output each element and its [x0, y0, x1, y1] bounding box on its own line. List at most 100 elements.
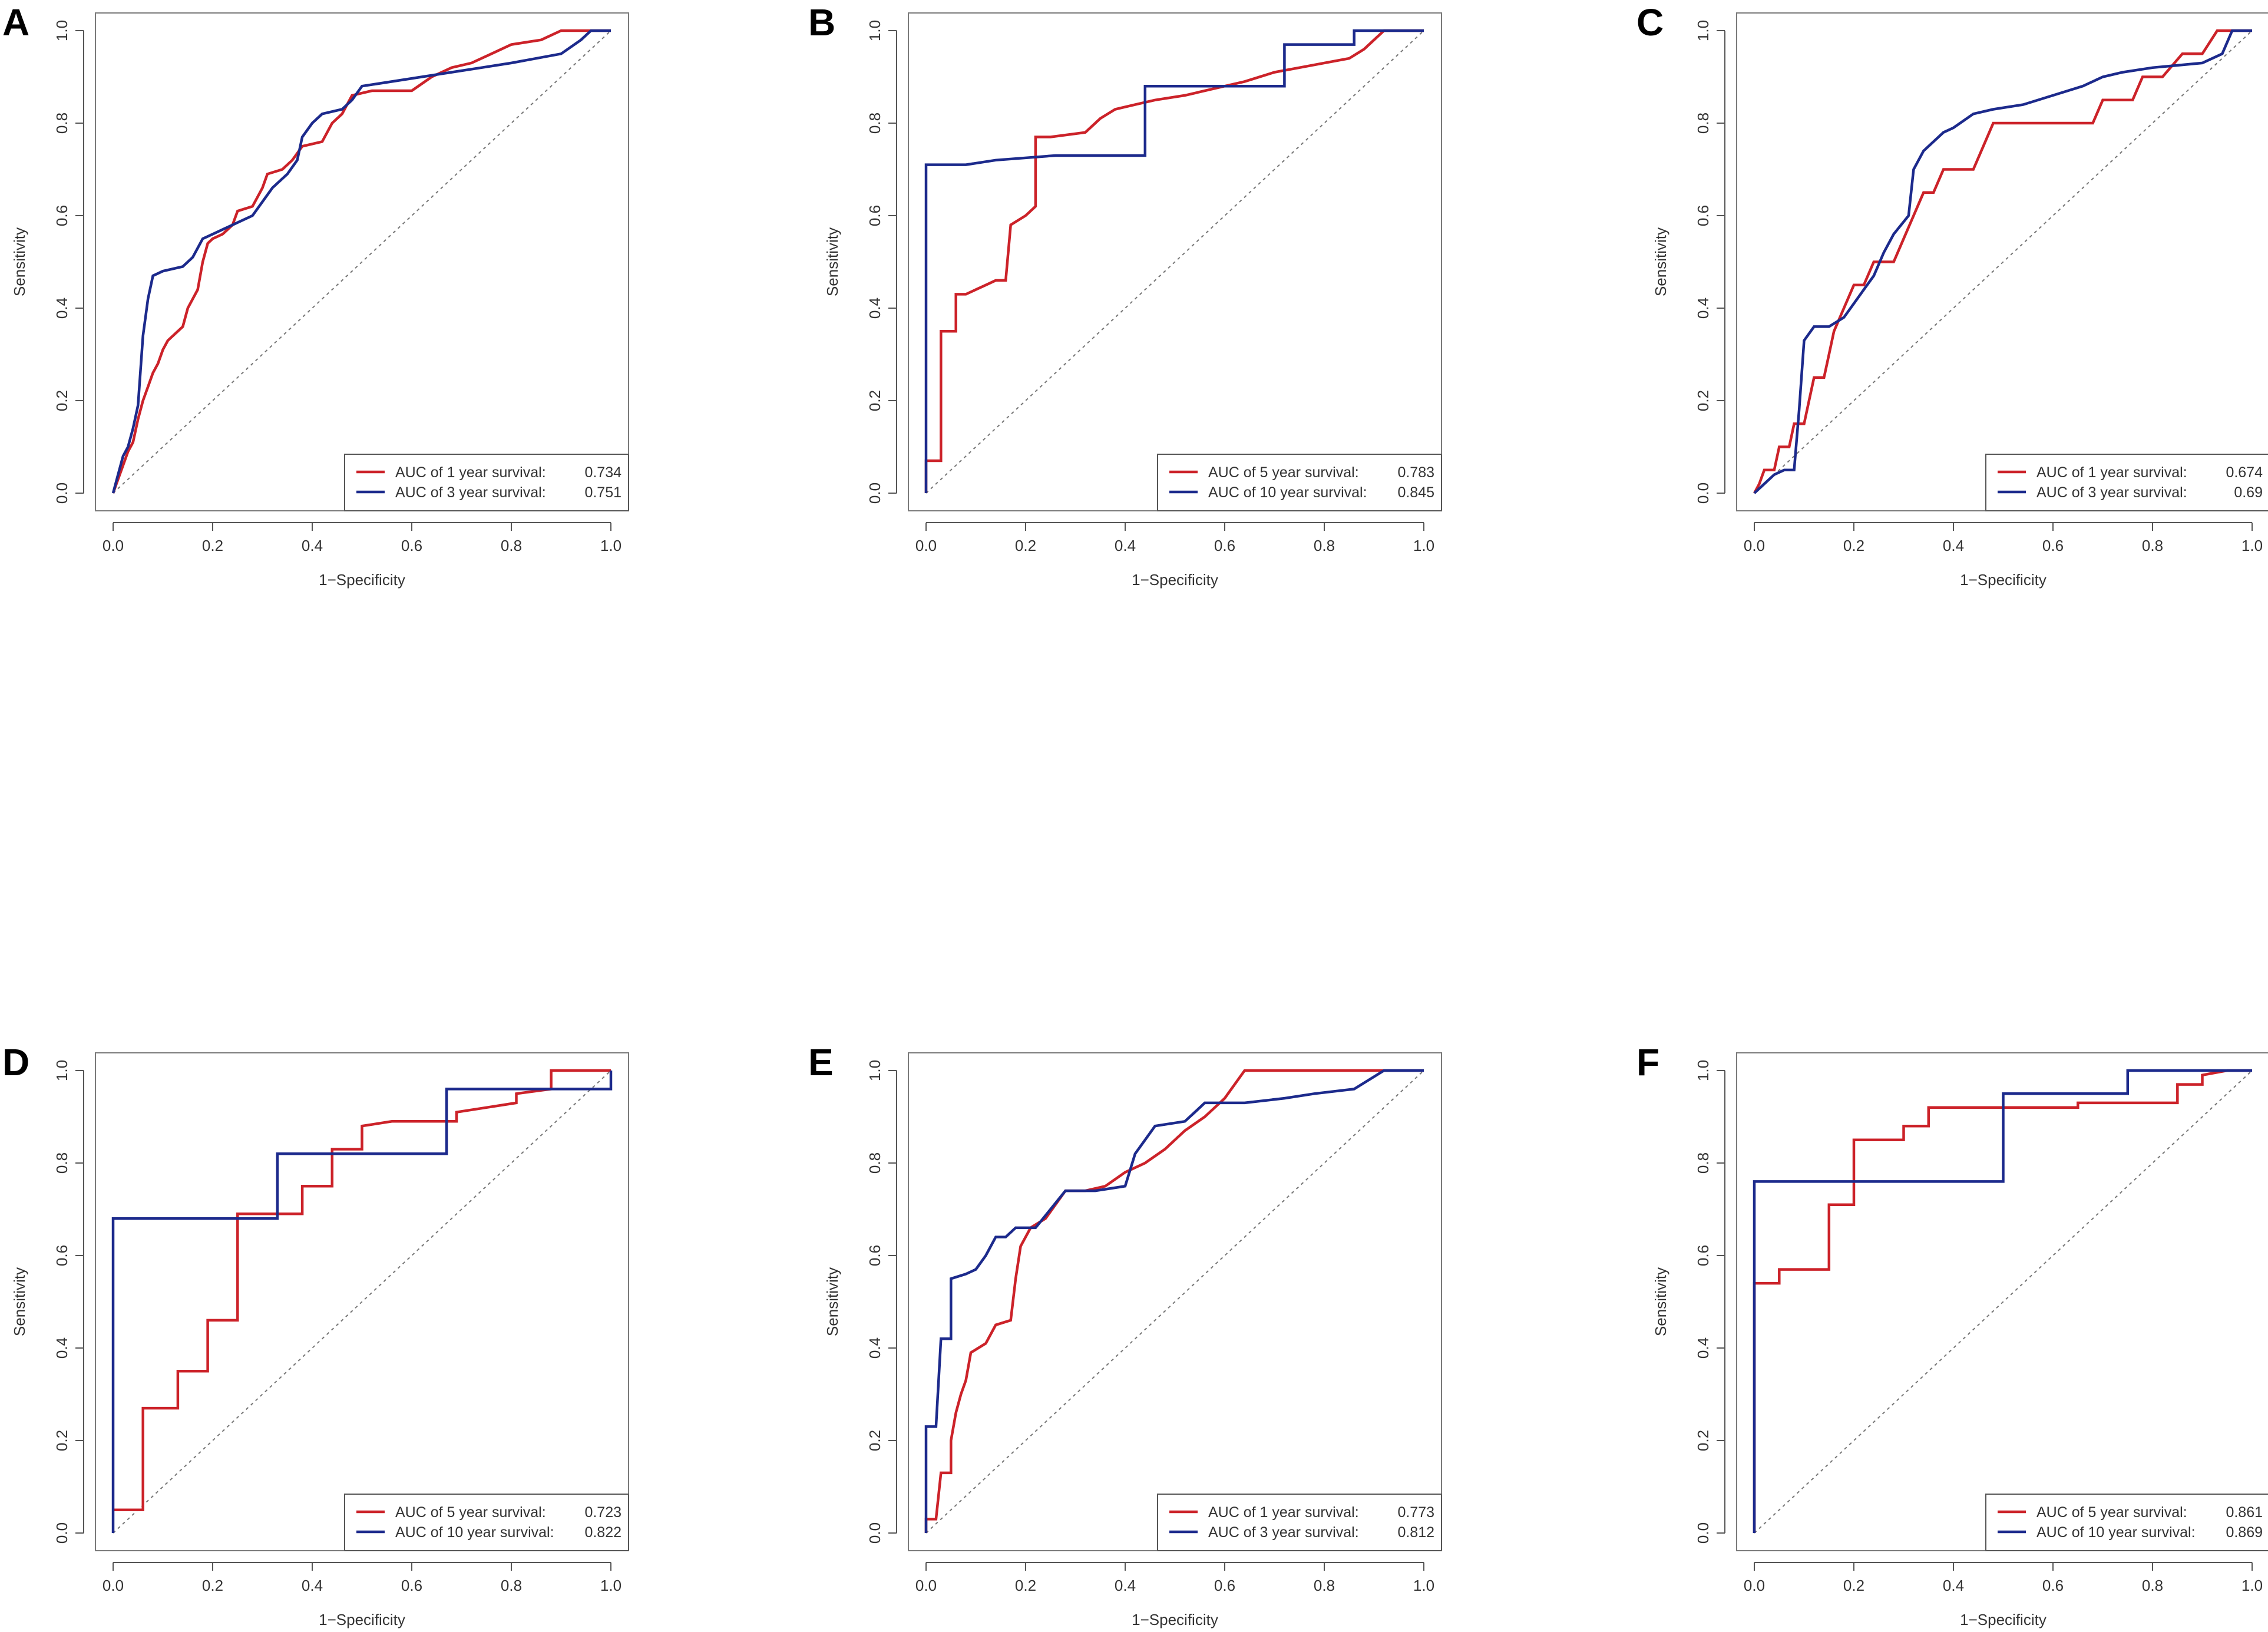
roc-curve-blue: [1753, 29, 2252, 494]
y-tick-label: 0.8: [866, 113, 884, 134]
reference-diagonal: [1754, 30, 2253, 494]
y-tick-label: 0.0: [1694, 483, 1712, 504]
legend-box: [1157, 1494, 1442, 1551]
x-tick-label: 0.4: [302, 1577, 323, 1594]
x-axis-label: 1−Specificity: [1132, 571, 1218, 589]
y-tick-label: 0.4: [53, 298, 71, 319]
y-tick-label: 0.4: [1694, 298, 1712, 319]
roc-curve-red: [111, 29, 611, 494]
legend-label: AUC of 1 year survival:: [395, 464, 546, 481]
y-tick-label: 0.0: [53, 483, 71, 504]
x-tick-label: 0.2: [1015, 1577, 1036, 1594]
x-tick-label: 1.0: [600, 537, 621, 554]
x-axis-label: 1−Specificity: [1960, 571, 2047, 589]
legend-label: AUC of 1 year survival:: [2036, 464, 2187, 481]
x-tick-label: 0.4: [1943, 537, 1964, 554]
reference-diagonal: [1754, 1070, 2253, 1534]
legend-auc-value: 0.861: [2226, 1504, 2263, 1521]
x-tick-label: 0.0: [915, 537, 937, 554]
legend-label: AUC of 10 year survival:: [2036, 1524, 2196, 1541]
reference-diagonal: [113, 1070, 611, 1534]
y-tick-label: 0.8: [1694, 1152, 1712, 1174]
x-tick-label: 0.2: [202, 537, 223, 554]
roc-panel-d: D 0.0 0.0 0.2 0.2 0.4 0.4 0.6 0.6 0.8 0.8 1.0 1.0 1−S…: [2, 1041, 629, 1628]
y-tick-label: 0.6: [53, 1245, 71, 1266]
y-tick-label: 1.0: [1694, 20, 1712, 41]
y-tick-label: 0.2: [866, 1430, 884, 1451]
y-tick-label: 0.4: [1694, 1337, 1712, 1359]
roc-curve-blue: [924, 1069, 1424, 1533]
roc-curve-red: [1753, 29, 2252, 494]
y-tick-label: 0.4: [866, 1337, 884, 1359]
panel-letter: E: [808, 1041, 834, 1083]
roc-panel-a: A 0.0 0.0 0.2 0.2 0.4 0.4 0.6 0.6 0.8 0.8 1.0 1.0 1−S…: [2, 1, 629, 589]
x-tick-label: 0.0: [1744, 1577, 1765, 1594]
x-axis-label: 1−Specificity: [1960, 1611, 2047, 1628]
x-tick-label: 0.4: [1115, 537, 1136, 554]
y-tick-label: 0.6: [866, 205, 884, 226]
legend-label: AUC of 3 year survival:: [2036, 484, 2187, 501]
x-axis-label: 1−Specificity: [319, 1611, 405, 1628]
roc-curve-red: [924, 29, 1424, 493]
y-tick-label: 0.0: [866, 1522, 884, 1544]
legend-label: AUC of 10 year survival:: [1208, 484, 1367, 501]
y-tick-label: 0.6: [1694, 205, 1712, 226]
roc-curve-red: [924, 1069, 1424, 1533]
roc-curve-blue: [111, 1071, 613, 1533]
x-tick-label: 0.2: [202, 1577, 223, 1594]
y-axis-label: Sensitivity: [1652, 1267, 1669, 1336]
roc-curve-blue: [1753, 1069, 2252, 1533]
roc-curve-blue: [924, 29, 1424, 493]
y-tick-label: 1.0: [1694, 1060, 1712, 1081]
reference-diagonal: [925, 1070, 1424, 1534]
y-tick-label: 0.6: [1694, 1245, 1712, 1266]
legend-label: AUC of 1 year survival:: [1208, 1504, 1359, 1521]
legend-label: AUC of 10 year survival:: [395, 1524, 554, 1541]
y-tick-label: 0.2: [1694, 390, 1712, 411]
y-tick-label: 0.4: [866, 298, 884, 319]
x-tick-label: 0.8: [501, 537, 522, 554]
x-tick-label: 0.6: [1214, 537, 1235, 554]
roc-panel-b: B 0.0 0.0 0.2 0.2 0.4 0.4 0.6 0.6 0.8 0.8 1.0 1.0 1−S…: [808, 1, 1442, 589]
reference-diagonal: [113, 30, 611, 494]
legend-auc-value: 0.783: [1397, 464, 1434, 481]
panel-letter: A: [2, 1, 29, 44]
x-tick-label: 0.4: [1115, 1577, 1136, 1594]
x-tick-label: 0.2: [1843, 1577, 1864, 1594]
y-tick-label: 1.0: [866, 1060, 884, 1081]
roc-panel-c: C 0.0 0.0 0.2 0.2 0.4 0.4 0.6 0.6 0.8 0.8 1.0 1.0 1−S…: [1636, 1, 2268, 589]
x-tick-label: 0.6: [2042, 537, 2064, 554]
y-tick-label: 1.0: [53, 20, 71, 41]
panel-letter: F: [1636, 1041, 1659, 1083]
legend-box: [1985, 454, 2268, 511]
x-tick-label: 0.8: [1314, 1577, 1335, 1594]
y-axis-label: Sensitivity: [824, 1267, 841, 1336]
y-tick-label: 0.2: [53, 390, 71, 411]
y-tick-label: 0.4: [53, 1337, 71, 1359]
panel-letter: C: [1636, 1, 1664, 44]
legend-auc-value: 0.723: [584, 1504, 621, 1521]
legend-auc-value: 0.822: [584, 1524, 621, 1541]
x-tick-label: 0.0: [1744, 537, 1765, 554]
legend-auc-value: 0.869: [2226, 1524, 2263, 1541]
legend-label: AUC of 3 year survival:: [1208, 1524, 1359, 1541]
x-tick-label: 1.0: [2241, 1577, 2263, 1594]
roc-curve-blue: [111, 29, 611, 494]
x-tick-label: 0.4: [1943, 1577, 1964, 1594]
y-tick-label: 0.8: [53, 1152, 71, 1174]
legend-auc-value: 0.845: [1397, 484, 1434, 501]
x-tick-label: 0.6: [1214, 1577, 1235, 1594]
y-axis-label: Sensitivity: [11, 1267, 28, 1336]
x-tick-label: 0.8: [2142, 1577, 2163, 1594]
x-tick-label: 1.0: [600, 1577, 621, 1594]
y-tick-label: 0.2: [866, 390, 884, 411]
x-tick-label: 0.0: [103, 537, 124, 554]
legend-auc-value: 0.773: [1397, 1504, 1434, 1521]
y-tick-label: 1.0: [866, 20, 884, 41]
x-tick-label: 0.8: [1314, 537, 1335, 554]
panel-letter: B: [808, 1, 835, 44]
legend-box: [344, 1494, 629, 1551]
y-tick-label: 0.0: [53, 1522, 71, 1544]
legend-auc-value: 0.751: [584, 484, 621, 501]
